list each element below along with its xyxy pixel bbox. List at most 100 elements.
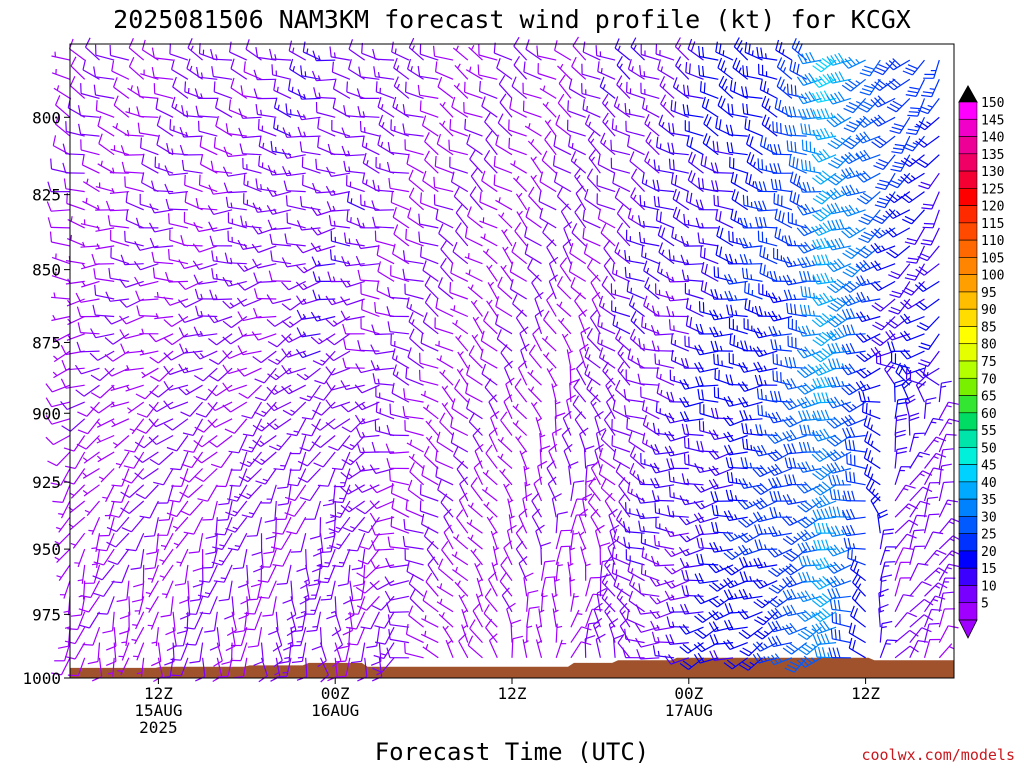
wind-barb xyxy=(773,193,793,211)
wind-barb xyxy=(172,627,189,647)
wind-barb xyxy=(562,239,572,264)
wind-barb xyxy=(390,265,410,282)
wind-barb xyxy=(767,463,793,477)
wind-barb xyxy=(53,350,71,363)
wind-barb xyxy=(326,201,350,212)
wind-barb xyxy=(627,560,645,582)
colorbar-swatch xyxy=(958,153,978,172)
wind-barb xyxy=(313,87,336,99)
wind-barb xyxy=(738,362,763,373)
wind-barb xyxy=(774,226,793,247)
colorbar-swatch xyxy=(958,118,978,137)
wind-barb xyxy=(679,411,704,422)
wind-barbs xyxy=(45,36,963,683)
wind-barb xyxy=(80,83,100,99)
wind-barb xyxy=(739,254,763,265)
wind-barb xyxy=(573,378,587,403)
wind-barb xyxy=(784,474,807,486)
wind-barb xyxy=(215,97,233,118)
wind-barb xyxy=(183,211,203,229)
wind-barb xyxy=(222,316,248,329)
wind-barb xyxy=(463,102,483,118)
wind-barb xyxy=(595,427,606,453)
wind-barb xyxy=(440,493,454,518)
wind-barb xyxy=(182,418,204,436)
wind-barb xyxy=(586,258,601,282)
wind-barb xyxy=(312,50,336,62)
wind-barb xyxy=(616,222,631,247)
wind-barb xyxy=(683,84,704,99)
wind-barb xyxy=(325,315,351,327)
wind-barb xyxy=(923,482,941,502)
wind-barb xyxy=(607,540,617,566)
wind-barb xyxy=(788,155,807,174)
wind-barb xyxy=(566,349,573,369)
wind-barb xyxy=(253,88,277,100)
wind-barb xyxy=(109,167,129,174)
wind-barb xyxy=(288,79,306,99)
wind-barb xyxy=(878,603,889,628)
wind-barb xyxy=(178,384,203,396)
wind-barb xyxy=(579,343,589,369)
wind-barb xyxy=(156,517,174,536)
wind-barb xyxy=(418,231,439,247)
wind-barb xyxy=(600,429,616,453)
wind-barb xyxy=(251,331,277,341)
colorbar-swatch xyxy=(958,360,978,379)
wind-barb xyxy=(341,145,365,157)
wind-barb xyxy=(104,315,130,325)
wind-barb xyxy=(603,257,616,282)
wind-barb xyxy=(159,548,174,565)
wind-barb xyxy=(253,642,264,666)
wind-barb xyxy=(826,52,852,66)
wind-barb xyxy=(638,215,660,229)
wind-barb xyxy=(768,564,793,577)
wind-barb xyxy=(253,288,277,300)
wind-barb xyxy=(798,441,822,453)
wind-barb xyxy=(436,583,454,597)
wind-barb xyxy=(539,207,557,229)
wind-barb xyxy=(211,66,233,80)
wind-barb xyxy=(272,516,292,535)
wind-barb xyxy=(355,461,380,472)
wind-barb xyxy=(207,418,233,428)
wind-barb xyxy=(227,532,248,551)
wind-barb xyxy=(417,84,439,99)
wind-barb xyxy=(340,310,365,321)
wind-barb xyxy=(281,348,306,358)
wind-barb xyxy=(863,415,881,437)
wind-barb xyxy=(452,45,469,61)
x-tick-label: 12Z xyxy=(144,684,173,703)
wind-barb xyxy=(812,272,837,285)
wind-barb xyxy=(611,547,631,566)
wind-barb xyxy=(538,191,557,211)
wind-barb xyxy=(655,43,675,61)
wind-barb xyxy=(57,627,71,649)
wind-barb xyxy=(864,464,881,486)
wind-barb xyxy=(826,449,852,462)
wind-barb xyxy=(371,324,395,336)
wind-barb xyxy=(315,158,336,174)
wind-barb xyxy=(921,191,940,210)
y-tick-label: 900 xyxy=(32,404,61,423)
wind-barb xyxy=(845,470,866,486)
wind-barb xyxy=(657,225,675,247)
wind-barb xyxy=(485,130,498,156)
wind-barb xyxy=(391,41,410,61)
wind-barb xyxy=(213,137,233,156)
colorbar-label: 105 xyxy=(981,251,1004,266)
wind-barb xyxy=(483,604,498,628)
wind-barb xyxy=(580,326,591,352)
wind-barb xyxy=(561,427,572,453)
wind-barb xyxy=(439,369,454,386)
wind-barb xyxy=(110,401,130,408)
colorbar-swatch xyxy=(958,274,978,293)
wind-barb xyxy=(163,315,189,328)
wind-barb xyxy=(343,338,365,352)
wind-barb xyxy=(600,223,616,247)
wind-barb xyxy=(302,41,321,61)
wind-barb xyxy=(282,580,293,604)
wind-barb xyxy=(252,258,277,269)
wind-barb xyxy=(183,516,204,535)
